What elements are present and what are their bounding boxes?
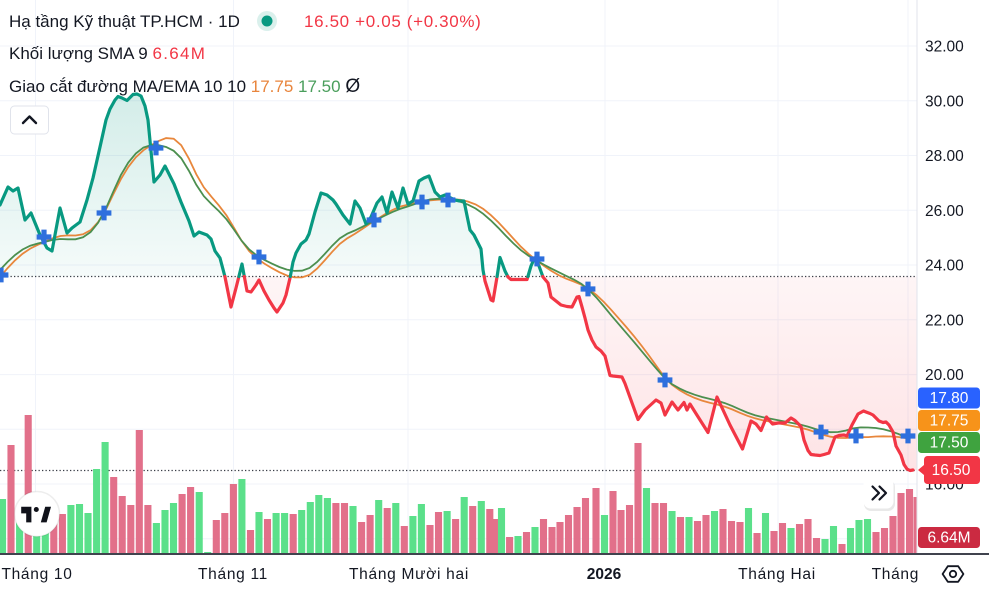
svg-text:2026: 2026 bbox=[587, 566, 622, 583]
svg-text:22.00: 22.00 bbox=[925, 312, 964, 329]
svg-text:Tháng 10: Tháng 10 bbox=[1, 566, 72, 583]
svg-text:Tháng Mười hai: Tháng Mười hai bbox=[349, 566, 469, 583]
svg-text:24.00: 24.00 bbox=[925, 258, 964, 275]
svg-text:Khối lượng SMA 9 6.64M: Khối lượng SMA 9 6.64M bbox=[9, 44, 206, 63]
svg-text:Giao cắt đường MA/EMA 10 10 17: Giao cắt đường MA/EMA 10 10 17.75 17.50 … bbox=[9, 76, 360, 97]
svg-text:Tháng Hai: Tháng Hai bbox=[738, 566, 816, 583]
svg-text:17.75: 17.75 bbox=[930, 413, 969, 430]
svg-text:26.00: 26.00 bbox=[925, 203, 964, 220]
svg-text:Hạ tầng Kỹ thuật TP.HCM · 1D: Hạ tầng Kỹ thuật TP.HCM · 1D bbox=[9, 12, 240, 31]
svg-text:17.50: 17.50 bbox=[930, 435, 969, 452]
svg-text:20.00: 20.00 bbox=[925, 367, 964, 384]
svg-text:28.00: 28.00 bbox=[925, 148, 964, 165]
svg-text:Tháng 11: Tháng 11 bbox=[198, 566, 268, 583]
svg-text:30.00: 30.00 bbox=[925, 93, 964, 110]
svg-text:16.50 +0.05 (+0.30%): 16.50 +0.05 (+0.30%) bbox=[304, 12, 481, 31]
svg-text:6.64M: 6.64M bbox=[927, 530, 970, 547]
svg-text:32.00: 32.00 bbox=[925, 39, 964, 56]
svg-text:16.50: 16.50 bbox=[932, 462, 971, 479]
svg-text:17.80: 17.80 bbox=[930, 390, 969, 407]
